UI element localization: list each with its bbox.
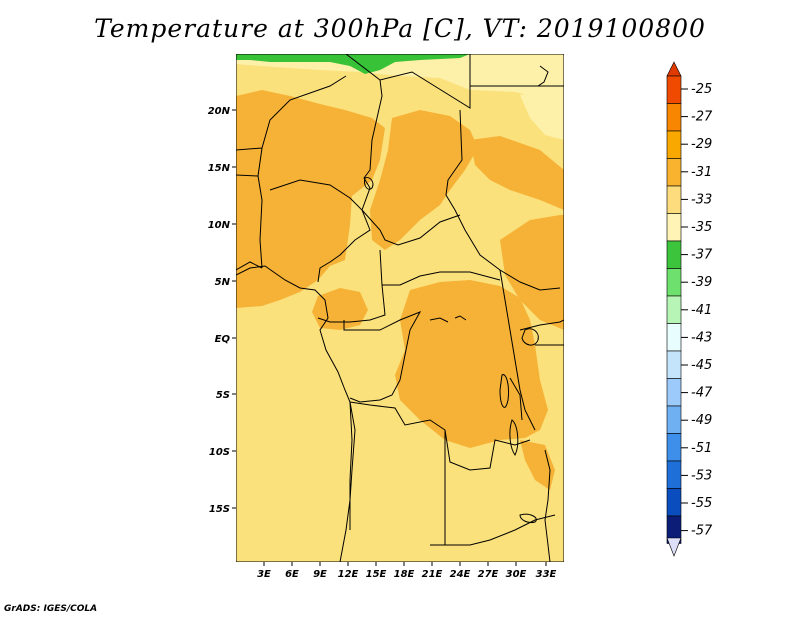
- warm-region-chad: [370, 110, 478, 250]
- country-borders: [236, 54, 564, 562]
- svg-text:27E: 27E: [478, 569, 499, 580]
- lon-tick-15e: 15E: [366, 562, 387, 580]
- colorbar-swatch: [666, 378, 682, 407]
- lon-tick-24e: 24E: [450, 562, 471, 580]
- coastline: [236, 265, 356, 562]
- lat-tick-15n: 15N: [208, 163, 236, 174]
- map-title: Temperature at 300hPa [C], VT: 201910080…: [94, 14, 706, 43]
- colorbar-swatch: [666, 433, 682, 462]
- lat-tick-5n: 5N: [215, 277, 236, 288]
- svg-text:9E: 9E: [313, 569, 327, 580]
- warm-region-congo: [395, 280, 548, 448]
- colorbar-swatch: [666, 103, 682, 132]
- colorbar-label: -29: [691, 137, 712, 152]
- lon-tick-33e: 33E: [536, 562, 557, 580]
- svg-text:3E: 3E: [257, 569, 271, 580]
- colorbar-label: -39: [691, 275, 712, 290]
- colorbar-label: -45: [691, 358, 712, 373]
- lon-tick-30e: 30E: [506, 562, 527, 580]
- lat-tick-10s: 10S: [209, 447, 236, 458]
- colorbar-label: -55: [691, 496, 712, 511]
- lon-tick-9e: 9E: [313, 562, 327, 580]
- svg-text:EQ: EQ: [215, 334, 231, 345]
- colorbar-swatch: [666, 240, 682, 269]
- colorbar-label: -37: [691, 248, 713, 263]
- lat-tick-20n: 20N: [208, 106, 236, 117]
- colorbar-swatch: [666, 213, 682, 242]
- colorbar-label: -25: [691, 82, 712, 97]
- lat-axis: 20N 15N 10N 5N EQ 5S 10S 15S: [208, 106, 236, 515]
- svg-text:18E: 18E: [394, 569, 415, 580]
- colorbar-swatch: [666, 405, 682, 434]
- colorbar-swatch: [666, 75, 682, 104]
- colorbar-bottom-arrow: [666, 537, 682, 557]
- svg-text:24E: 24E: [450, 569, 471, 580]
- pale-region-north-east: [520, 90, 564, 140]
- colorbar-label: -33: [691, 192, 712, 207]
- colorbar-swatch: [666, 488, 682, 517]
- pale-region-north: [236, 54, 564, 100]
- colorbar-label: -31: [691, 165, 712, 180]
- cold-region-green: [236, 54, 470, 74]
- lon-tick-18e: 18E: [394, 562, 415, 580]
- colorbar-swatch: [666, 350, 682, 379]
- colorbar-label: -51: [691, 441, 712, 456]
- svg-text:20N: 20N: [208, 106, 231, 117]
- svg-text:6E: 6E: [285, 569, 299, 580]
- colorbar-swatch: [666, 268, 682, 297]
- warm-region-sudan: [470, 136, 564, 210]
- svg-text:5S: 5S: [216, 390, 230, 401]
- map-panel: [236, 54, 564, 562]
- colorbar-label: -49: [691, 413, 712, 428]
- warm-region-sahel-west: [236, 90, 385, 308]
- lon-tick-21e: 21E: [422, 562, 443, 580]
- lat-tick-eq: EQ: [215, 334, 236, 345]
- lat-tick-15s: 15S: [209, 504, 236, 515]
- svg-text:15E: 15E: [366, 569, 387, 580]
- colorbar-label: -41: [691, 303, 712, 318]
- colorbar-swatch: [666, 323, 682, 352]
- warm-region-lake: [520, 440, 555, 490]
- lakes: [364, 65, 549, 523]
- warm-region-gabon: [312, 288, 368, 330]
- warm-region-east: [500, 215, 564, 330]
- colorbar-swatch: [666, 295, 682, 324]
- colorbar-label: -53: [691, 468, 712, 483]
- credit-text: GrADS: IGES/COLA: [4, 604, 98, 614]
- svg-text:5N: 5N: [215, 277, 231, 288]
- lon-tick-27e: 27E: [478, 562, 499, 580]
- colorbar-swatch: [666, 130, 682, 159]
- svg-text:10S: 10S: [209, 447, 230, 458]
- colorbar-label: -43: [691, 330, 712, 345]
- colorbar-label: -47: [691, 386, 713, 401]
- svg-text:10N: 10N: [208, 220, 231, 231]
- lat-tick-10n: 10N: [208, 220, 236, 231]
- colorbar-swatch: [666, 460, 682, 489]
- colorbar: -25 -27 -29 -31 -33 -35 -37 -39 -41 -43 -45 -47 -49 -…: [666, 61, 713, 557]
- lon-tick-6e: 6E: [285, 562, 299, 580]
- lon-tick-12e: 12E: [338, 562, 359, 580]
- svg-text:30E: 30E: [506, 569, 527, 580]
- svg-text:33E: 33E: [536, 569, 557, 580]
- svg-text:21E: 21E: [422, 569, 443, 580]
- colorbar-label: -27: [691, 110, 713, 125]
- lat-tick-5s: 5S: [216, 390, 236, 401]
- colorbar-top-arrow: [666, 61, 682, 77]
- svg-text:15S: 15S: [209, 504, 230, 515]
- colorbar-label: -35: [691, 220, 712, 235]
- svg-text:12E: 12E: [338, 569, 359, 580]
- colorbar-swatch: [666, 185, 682, 214]
- colorbar-swatch: [666, 158, 682, 187]
- lon-axis: 3E 6E 9E 12E 15E 18E 21E 24E 27E 30E 33E: [257, 562, 557, 580]
- svg-text:15N: 15N: [208, 163, 231, 174]
- lon-tick-3e: 3E: [257, 562, 271, 580]
- colorbar-label: -57: [691, 524, 713, 539]
